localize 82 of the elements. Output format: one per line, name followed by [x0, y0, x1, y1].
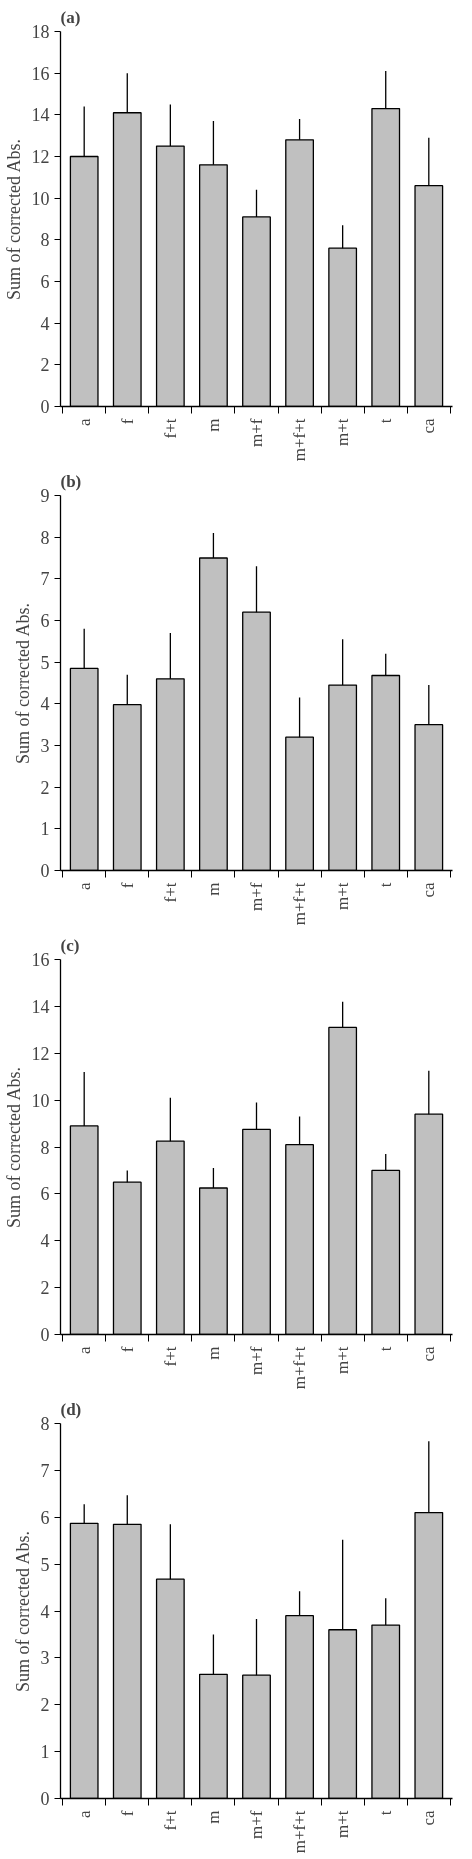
y-tick-label: 4 [40, 313, 50, 334]
y-tick-label: 10 [31, 1090, 50, 1111]
y-tick-label: 3 [40, 736, 50, 756]
x-tick-label: m+f [247, 418, 266, 447]
x-tick-label: m+t [333, 1346, 353, 1375]
x-tick-label: m [203, 418, 223, 432]
y-tick-label: 2 [40, 1695, 50, 1716]
y-tick-label: 8 [40, 527, 50, 548]
x-tick-label: a [74, 1346, 94, 1355]
x-tick-label: m+t [333, 1810, 353, 1839]
y-tick-label: 8 [40, 230, 50, 251]
x-tick-label: f+t [160, 418, 180, 439]
y-tick-label: 6 [40, 1507, 50, 1528]
x-tick-label: f [117, 1346, 137, 1353]
y-tick-label: 8 [40, 1414, 50, 1434]
y-tick-label: 2 [40, 777, 50, 798]
y-tick-label: 6 [40, 272, 50, 292]
y-tick-label: 6 [40, 1184, 50, 1205]
x-tick-label: f+t [160, 1810, 180, 1831]
y-tick-label: 18 [31, 22, 50, 42]
y-tick-label: 3 [40, 1648, 50, 1669]
y-tick-label: 9 [40, 486, 50, 506]
x-tick-label: m+f+t [290, 1810, 310, 1854]
y-tick-label: 5 [40, 652, 50, 673]
y-tick-label: 12 [31, 147, 50, 167]
y-tick-label: 14 [31, 996, 50, 1017]
y-tick-label: 1 [40, 1742, 50, 1763]
y-tick-label: 8 [40, 1137, 50, 1158]
x-tick-label: m [203, 882, 223, 896]
y-tick-label: 2 [40, 1278, 50, 1299]
x-tick-label: a [74, 1810, 94, 1819]
y-tick-label: 1 [40, 819, 50, 840]
x-tick-label: m+f [247, 1346, 266, 1375]
x-tick-label: t [376, 418, 396, 424]
y-axis-title: Sum of corrected Abs. [3, 1067, 24, 1228]
chart-title: (d) [60, 1399, 82, 1419]
y-tick-label: 7 [40, 1460, 50, 1481]
y-tick-label: 4 [40, 1601, 50, 1622]
x-tick-label: t [376, 1810, 396, 1816]
y-axis-title: Sum of corrected Abs. [12, 603, 33, 764]
x-tick-label: f [117, 882, 137, 889]
x-tick-label: m+f+t [290, 418, 310, 462]
y-tick-label: 14 [31, 105, 50, 126]
y-tick-label: 4 [40, 694, 50, 715]
y-tick-label: 5 [40, 1554, 50, 1575]
y-tick-label: 4 [40, 1231, 50, 1252]
y-tick-label: 0 [40, 397, 50, 417]
y-axis-title: Sum of corrected Abs. [12, 1531, 33, 1692]
chart-title: (b) [60, 471, 82, 491]
x-tick-label: ca [419, 1346, 439, 1362]
x-tick-label: m+f+t [290, 1346, 310, 1390]
y-tick-label: 12 [31, 1043, 50, 1064]
y-tick-label: 16 [31, 950, 50, 970]
x-tick-label: f [117, 1810, 137, 1817]
x-tick-label: m [203, 1346, 223, 1360]
x-tick-label: m+f [247, 882, 266, 911]
x-tick-label: m+f+t [290, 882, 310, 926]
y-axis-title: Sum of corrected Abs. [3, 139, 24, 300]
x-tick-label: ca [419, 418, 439, 434]
y-tick-label: 6 [40, 611, 50, 631]
chart-title: (c) [60, 935, 80, 955]
x-tick-label: m [203, 1810, 223, 1824]
x-tick-label: f [117, 418, 137, 425]
y-tick-label: 16 [31, 63, 50, 84]
x-tick-label: t [376, 1346, 396, 1352]
x-tick-label: ca [419, 882, 439, 898]
x-tick-label: a [74, 418, 94, 427]
y-tick-label: 2 [40, 355, 50, 376]
x-tick-label: m+t [333, 418, 353, 447]
y-tick-label: 0 [40, 1325, 50, 1345]
x-tick-label: m+t [333, 882, 353, 911]
x-tick-label: a [74, 882, 94, 891]
y-tick-label: 10 [31, 188, 50, 209]
chart-title: (a) [60, 7, 81, 27]
y-tick-label: 7 [40, 569, 50, 590]
x-tick-label: f+t [160, 1346, 180, 1367]
x-tick-label: ca [419, 1810, 439, 1826]
x-tick-label: t [376, 882, 396, 888]
x-tick-label: f+t [160, 882, 180, 903]
y-tick-label: 0 [40, 1789, 50, 1809]
y-tick-label: 0 [40, 861, 50, 881]
x-tick-label: m+f [247, 1810, 266, 1839]
